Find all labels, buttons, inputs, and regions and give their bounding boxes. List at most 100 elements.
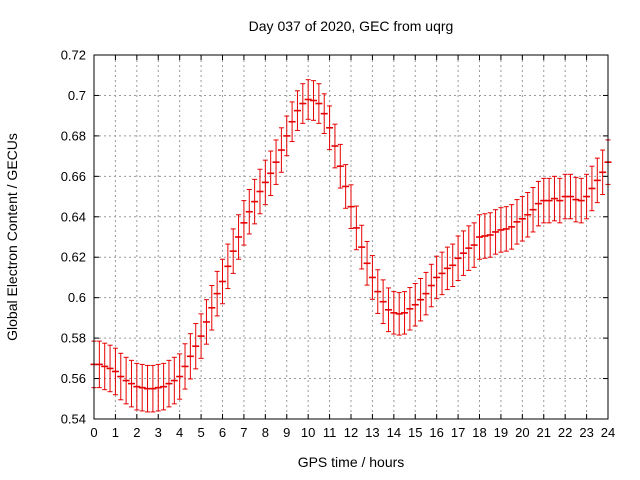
y-tick-label: 0.6 xyxy=(68,290,86,305)
error-bar xyxy=(133,362,141,411)
x-tick-label: 1 xyxy=(112,425,119,440)
error-bar xyxy=(154,363,162,412)
y-tick-label: 0.56 xyxy=(61,371,86,386)
error-bar xyxy=(368,255,376,300)
error-bar xyxy=(95,340,103,389)
error-bar xyxy=(422,271,430,316)
error-bar xyxy=(417,277,425,322)
error-bar xyxy=(208,285,216,331)
error-bar xyxy=(213,270,221,317)
error-bar xyxy=(476,214,483,260)
x-tick-label: 4 xyxy=(176,425,183,440)
x-tick-label: 8 xyxy=(262,425,269,440)
error-bar xyxy=(336,143,344,189)
x-tick-label: 10 xyxy=(301,425,315,440)
error-bar xyxy=(267,150,275,197)
error-bar xyxy=(138,363,146,412)
error-bar xyxy=(545,177,553,224)
error-bar xyxy=(347,184,355,230)
x-tick-label: 13 xyxy=(365,425,379,440)
error-bar xyxy=(411,283,419,327)
error-bar xyxy=(144,364,152,413)
error-bar xyxy=(261,159,269,206)
error-bar xyxy=(197,313,205,359)
error-bar xyxy=(577,177,585,224)
error-bar xyxy=(459,230,467,276)
x-tick-label: 18 xyxy=(472,425,486,440)
error-bar xyxy=(427,263,435,308)
error-bar xyxy=(390,291,398,335)
error-bar xyxy=(588,165,596,212)
error-bar xyxy=(320,93,328,134)
error-bar xyxy=(315,83,323,124)
error-bar xyxy=(256,168,264,215)
error-bar xyxy=(235,214,243,260)
error-bar xyxy=(593,157,601,204)
error-bar xyxy=(529,186,537,233)
x-tick-label: 7 xyxy=(240,425,247,440)
x-tick-label: 3 xyxy=(155,425,162,440)
error-bar xyxy=(176,353,184,400)
error-bar xyxy=(502,206,510,252)
x-tick-label: 17 xyxy=(451,425,465,440)
x-tick-label: 24 xyxy=(601,425,615,440)
y-tick-label: 0.62 xyxy=(61,250,86,265)
x-tick-label: 5 xyxy=(197,425,204,440)
error-bar xyxy=(186,333,194,380)
error-bar xyxy=(449,243,457,288)
x-tick-label: 15 xyxy=(408,425,422,440)
x-tick-label: 19 xyxy=(494,425,508,440)
x-tick-label: 21 xyxy=(537,425,551,440)
axis-layer xyxy=(93,54,609,420)
x-tick-label: 11 xyxy=(323,425,337,440)
error-bar xyxy=(117,352,125,401)
error-bar xyxy=(534,180,542,227)
error-bar xyxy=(572,176,580,223)
error-bar xyxy=(438,251,446,296)
errorbar-series xyxy=(90,79,612,413)
y-tick-label: 0.58 xyxy=(61,331,86,346)
error-bar xyxy=(304,79,312,120)
error-bar xyxy=(481,213,489,259)
error-bar xyxy=(342,164,350,209)
error-bar xyxy=(192,323,200,370)
error-bar xyxy=(513,199,521,245)
error-bar xyxy=(127,359,135,408)
error-bar xyxy=(202,299,210,345)
error-bar xyxy=(245,188,253,235)
error-bar xyxy=(277,127,285,173)
error-bar xyxy=(599,149,607,196)
error-bar xyxy=(352,205,360,251)
error-bar xyxy=(272,139,280,185)
error-bar xyxy=(149,364,157,413)
x-tick-label: 22 xyxy=(558,425,572,440)
error-bar xyxy=(310,80,318,121)
error-bar xyxy=(170,356,178,405)
y-tick-label: 0.68 xyxy=(61,128,86,143)
error-bar xyxy=(583,173,591,220)
error-bar xyxy=(288,101,296,143)
error-bar xyxy=(299,83,307,124)
x-tick-label: 12 xyxy=(344,425,358,440)
y-axis-label: Global Electron Content / GECUs xyxy=(4,133,20,341)
y-tick-label: 0.54 xyxy=(61,412,86,427)
error-bar xyxy=(443,246,451,291)
error-bar xyxy=(251,178,259,225)
grid-layer xyxy=(93,54,609,420)
x-tick-label: 16 xyxy=(429,425,443,440)
error-bar xyxy=(122,356,130,405)
error-bar xyxy=(508,204,516,250)
x-axis-label: GPS time / hours xyxy=(298,454,405,470)
error-bar xyxy=(406,287,414,331)
x-tick-label: 9 xyxy=(283,425,290,440)
error-bar xyxy=(465,225,473,271)
y-tick-label: 0.66 xyxy=(61,169,86,184)
error-bar xyxy=(331,123,339,169)
error-bar xyxy=(101,342,109,391)
error-bar xyxy=(326,105,334,151)
error-bar xyxy=(283,115,291,157)
error-bar xyxy=(219,258,226,305)
chart-title: Day 037 of 2020, GEC from uqrg xyxy=(249,18,454,34)
x-tick-label: 6 xyxy=(219,425,226,440)
